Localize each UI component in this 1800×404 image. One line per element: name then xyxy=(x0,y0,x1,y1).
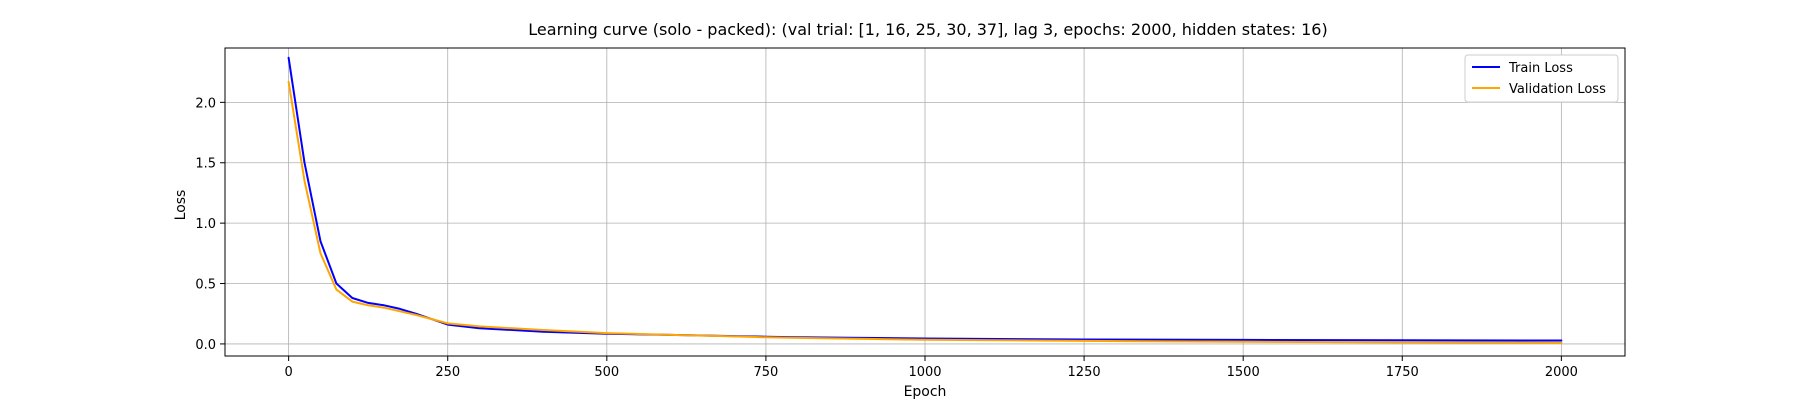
x-tick-label: 1250 xyxy=(1068,365,1101,380)
validation-loss-line xyxy=(287,80,1563,344)
y-axis-label: Loss xyxy=(173,190,189,221)
x-tick-label: 0 xyxy=(284,365,292,380)
x-tick-label: 250 xyxy=(435,365,460,380)
legend-label-validation: Validation Loss xyxy=(1509,82,1606,97)
x-tick-label: 750 xyxy=(753,365,778,380)
x-tick-label: 1750 xyxy=(1386,365,1419,380)
x-tick-label: 1000 xyxy=(908,365,941,380)
x-tick-label: 1500 xyxy=(1227,365,1260,380)
y-tick-label: 0.5 xyxy=(195,278,216,293)
legend-box xyxy=(1464,54,1619,103)
x-tick-label: 2000 xyxy=(1545,365,1578,380)
y-tick-label: 0.0 xyxy=(195,338,216,353)
legend: Train Loss Validation Loss xyxy=(1464,54,1619,103)
series-lines xyxy=(287,56,1563,344)
x-tick-label: 500 xyxy=(594,365,619,380)
y-axis-ticks: 0.0 0.5 1.0 1.5 2.0 xyxy=(195,96,225,353)
y-tick-label: 1.0 xyxy=(195,217,216,232)
y-tick-label: 2.0 xyxy=(195,96,216,111)
legend-label-train: Train Loss xyxy=(1508,61,1573,76)
x-axis-label: Epoch xyxy=(904,384,947,400)
y-tick-label: 1.5 xyxy=(195,157,216,172)
train-loss-line xyxy=(287,56,1563,342)
x-axis-ticks: 0 250 500 750 1000 1250 1500 1750 2000 xyxy=(284,356,1578,380)
chart-title: Learning curve (solo - packed): (val tri… xyxy=(528,20,1327,39)
